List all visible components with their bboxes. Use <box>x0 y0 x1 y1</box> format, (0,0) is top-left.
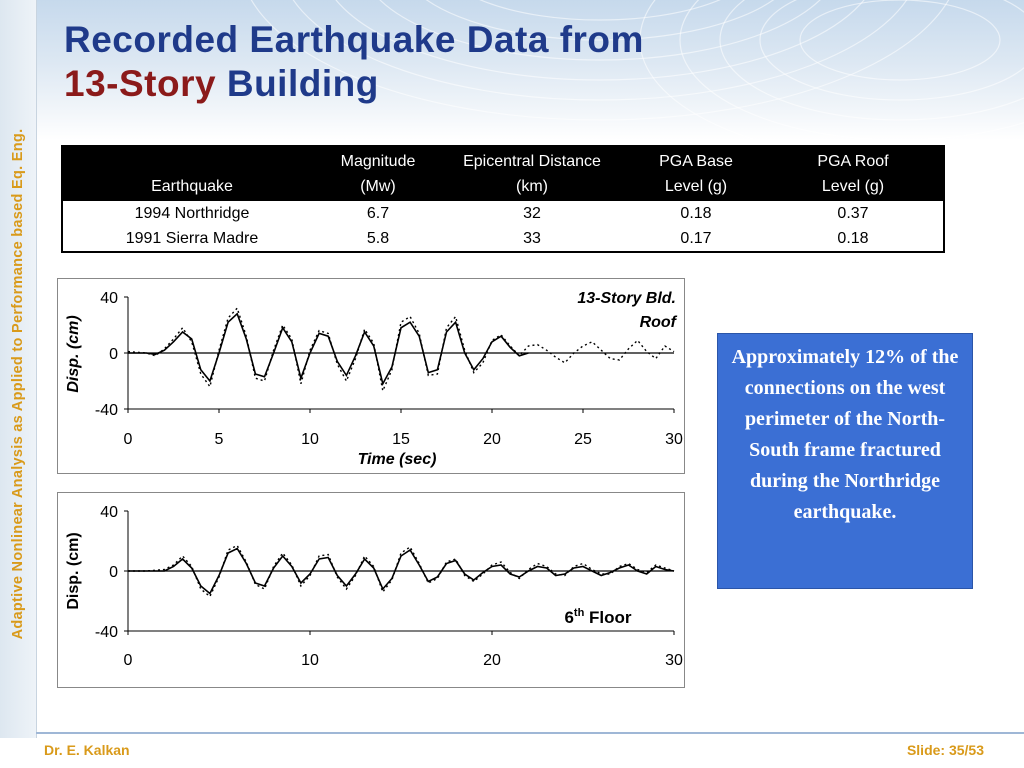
footer-divider <box>36 732 1024 734</box>
y-tick-label: 0 <box>109 346 118 363</box>
x-tick-label: 0 <box>124 652 133 669</box>
x-tick-label: 10 <box>301 431 319 448</box>
x-tick-label: 0 <box>124 431 133 448</box>
y-tick-label: 40 <box>100 290 118 307</box>
title-line-2: 13-Story Building <box>64 62 644 106</box>
header-pga-roof: PGA Roof Level (g) <box>763 146 944 201</box>
table-cell: 6.7 <box>366 205 390 222</box>
floor6-series-solid <box>128 547 675 595</box>
floor6-chart: 40 0 -40 0 10 20 30 Disp. (cm) 6th Floor <box>65 504 683 669</box>
x-tick-label: 5 <box>215 431 224 448</box>
floor6-chart-box: 40 0 -40 0 10 20 30 Disp. (cm) 6th Floor <box>57 492 685 688</box>
info-callout: Approximately 12% of the connections on … <box>717 333 973 589</box>
table-row: 1991 Sierra Madre 5.8 33 0.17 0.18 <box>62 226 944 252</box>
table-cell: 1994 Northridge <box>134 205 250 222</box>
header-distance: Epicentral Distance (km) <box>435 146 629 201</box>
roof-series-dotted <box>127 306 675 394</box>
y-tick-label: -40 <box>95 402 118 419</box>
roof-chart-title-1: 13-Story Bld. <box>577 290 676 307</box>
floor6-chart-title: 6th Floor <box>564 607 631 627</box>
x-tick-label: 15 <box>392 431 410 448</box>
header-earthquake: Earthquake <box>62 146 321 201</box>
side-course-title: Adaptive Nonlinear Analysis as Applied t… <box>10 128 26 640</box>
title-rest: Building <box>216 63 379 104</box>
floor6-y-label: Disp. (cm) <box>65 532 82 609</box>
table-cell: 1991 Sierra Madre <box>125 230 259 247</box>
title-line-1: Recorded Earthquake Data from <box>64 19 644 60</box>
x-tick-label: 10 <box>301 652 319 669</box>
x-tick-label: 25 <box>574 431 592 448</box>
table-header-row: Earthquake Magnitude (Mw) Epicentral Dist… <box>62 146 944 201</box>
roof-chart: 40 0 -40 0 5 10 15 20 25 30 13-Story Bld. Roof Di… <box>65 290 683 468</box>
header-magnitude: Magnitude (Mw) <box>321 146 435 201</box>
x-tick-label: 20 <box>483 652 501 669</box>
footer-author: Dr. E. Kalkan <box>44 742 130 758</box>
y-tick-label: -40 <box>95 624 118 641</box>
table-cell: 5.8 <box>366 230 390 247</box>
title-accent: 13-Story <box>64 63 217 104</box>
footer-slide-number: Slide: 35/53 <box>906 742 984 758</box>
roof-chart-box: 40 0 -40 0 5 10 15 20 25 30 13-Story Bld. Roof Di… <box>57 278 685 474</box>
roof-x-label: Time (sec) <box>358 451 437 468</box>
header-background <box>0 0 1024 140</box>
header-swirl-decoration <box>250 0 1024 140</box>
y-tick-label: 0 <box>109 564 118 581</box>
slide-title: Recorded Earthquake Data from 13-Story B… <box>64 18 644 106</box>
earthquake-table: Earthquake Magnitude (Mw) Epicentral Dist… <box>61 145 945 253</box>
table-cell: 32 <box>523 205 541 222</box>
table-cell: 0.17 <box>680 230 712 247</box>
roof-chart-title-2: Roof <box>640 314 678 331</box>
y-tick-label: 40 <box>100 504 118 521</box>
header-pga-base: PGA Base Level (g) <box>629 146 763 201</box>
table-cell: 0.18 <box>680 205 712 222</box>
floor6-series-dotted <box>128 544 675 598</box>
table-row: 1994 Northridge 6.7 32 0.18 0.37 <box>62 201 944 226</box>
table-cell: 0.37 <box>837 205 869 222</box>
roof-series-solid <box>128 312 529 387</box>
x-tick-label: 30 <box>665 431 683 448</box>
table-cell: 0.18 <box>837 230 869 247</box>
x-tick-label: 30 <box>665 652 683 669</box>
table-cell: 33 <box>523 230 541 247</box>
side-bar: Adaptive Nonlinear Analysis as Applied t… <box>0 0 37 738</box>
roof-y-label: Disp. (cm) <box>65 315 82 392</box>
x-tick-label: 20 <box>483 431 501 448</box>
